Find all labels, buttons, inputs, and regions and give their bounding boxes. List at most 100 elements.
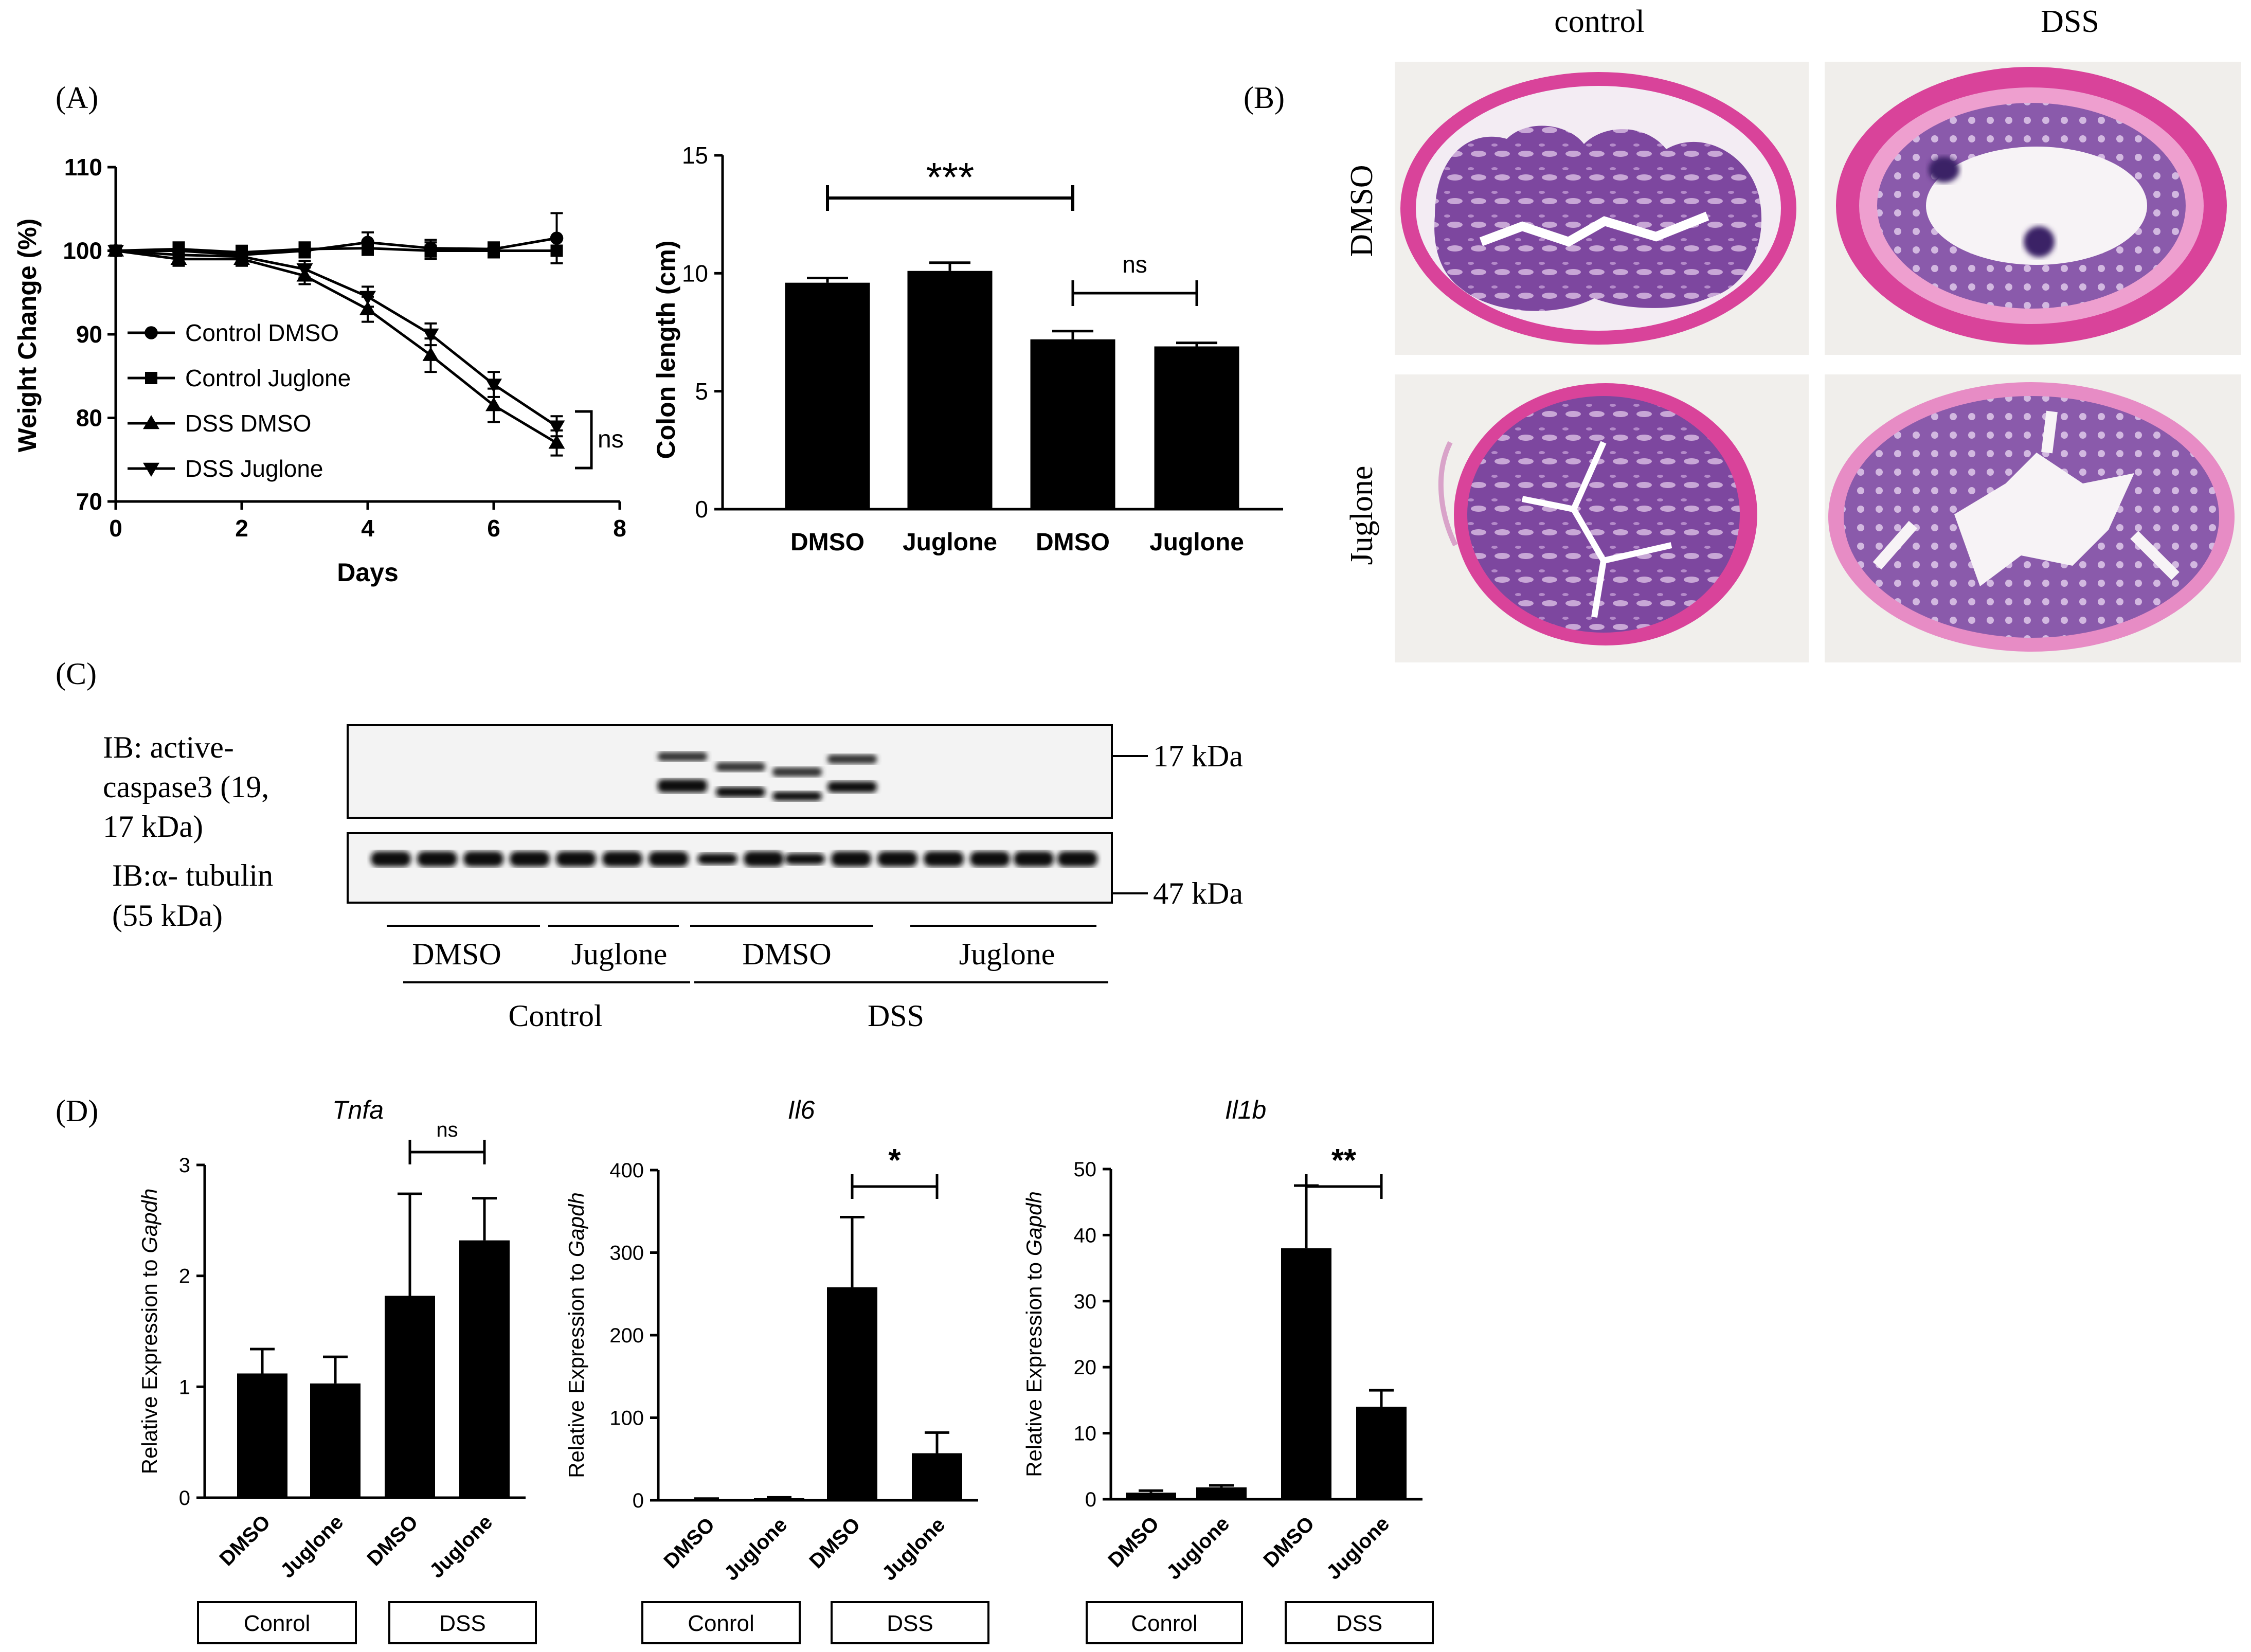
legend-label: DSS DMSO xyxy=(185,410,311,437)
legend-marker xyxy=(143,462,159,477)
qpcr-group-box-control xyxy=(1086,1601,1243,1644)
weight-series-triangle-down xyxy=(107,245,565,438)
blot-group-label-dss-juglone: Juglone xyxy=(959,937,1055,971)
legend-label: DSS Juglone xyxy=(185,455,323,482)
qpcr-il6-category-label: Juglone xyxy=(878,1513,950,1585)
qpcr-il1b-category-label: Juglone xyxy=(1162,1512,1234,1584)
blot-group-lines xyxy=(387,925,1108,983)
weight-change-chart: 0 2 4 6 8 70 80 90 100 110 Control DMSO Control Ju… xyxy=(13,154,626,587)
qpcr-il1b-y-tick-label: 20 xyxy=(1074,1356,1097,1379)
qpcr-tnfa-category-label: DMSO xyxy=(215,1511,275,1570)
colon-sig-label-1: *** xyxy=(926,154,974,200)
qpcr-il6-y-tick-label: 200 xyxy=(609,1324,644,1347)
panel-c-label: (C) xyxy=(56,657,97,691)
legend-label: Control Juglone xyxy=(185,365,351,391)
caspase3-band-upper xyxy=(772,767,822,777)
qpcr-ylabel: Relative Expression to Gapdh xyxy=(137,1189,161,1475)
qpcr-ylabel: Relative Expression to Gapdh xyxy=(564,1192,588,1478)
histology-image-control-juglone xyxy=(1395,374,1809,662)
qpcr-il6-bar xyxy=(754,1498,804,1500)
weight-chart-y-tick-label: 90 xyxy=(76,321,102,348)
tubulin-band xyxy=(371,851,411,867)
tubulin-band xyxy=(785,853,825,865)
qpcr-group-label-dss: DSS xyxy=(439,1611,485,1636)
tubulin-band xyxy=(602,851,642,867)
qpcr-group-label-control: Conrol xyxy=(1131,1611,1198,1636)
tubulin-band xyxy=(697,853,737,865)
weight-series-triangle-up xyxy=(107,242,565,457)
blot2-label-line2: (55 kDa) xyxy=(112,899,223,932)
qpcr-tnfa-y-tick-label: 1 xyxy=(179,1376,190,1398)
weight-chart-ticks: 0 2 4 6 8 70 80 90 100 110 xyxy=(63,154,626,542)
qpcr-il6-bar xyxy=(912,1453,962,1500)
qpcr-ylabel-gene: Gapdh xyxy=(1022,1191,1046,1256)
blot-caspase3 xyxy=(347,724,1113,819)
blot1-label-line1: IB: active- xyxy=(103,730,234,764)
legend-marker xyxy=(145,326,158,339)
caspase3-band-lower xyxy=(658,779,707,793)
qpcr-il6-category-label: DMSO xyxy=(659,1513,719,1573)
qpcr-group-box-dss xyxy=(831,1601,989,1644)
qpcr-il1b-category-label: Juglone xyxy=(1322,1512,1394,1584)
weight-series-point xyxy=(362,242,374,255)
qpcr-il6-y-tick-label: 400 xyxy=(609,1159,644,1182)
colon-chart-category-label: DMSO xyxy=(790,529,865,556)
qpcr-title: Tnfa xyxy=(332,1096,384,1124)
weight-chart-ylabel: Weight Change (%) xyxy=(13,219,42,453)
colon-chart-significance: *** ns xyxy=(826,154,1198,306)
colon-chart-bar xyxy=(785,282,870,509)
blot2-label-line1: IB:α- tubulin xyxy=(112,858,273,892)
tubulin-band xyxy=(1014,851,1054,867)
qpcr-il6-category-label: Juglone xyxy=(720,1513,792,1585)
tubulin-band xyxy=(970,851,1010,867)
blot-super-label-dss: DSS xyxy=(868,999,924,1033)
qpcr-il1b-bar xyxy=(1281,1248,1331,1499)
weight-chart-x-tick-label: 6 xyxy=(487,515,500,542)
blot-tubulin xyxy=(347,832,1113,904)
qpcr-tnfa-bar xyxy=(237,1373,287,1498)
weight-series-point xyxy=(296,263,313,278)
qpcr-group-box-dss xyxy=(388,1601,537,1644)
tubulin-band xyxy=(556,851,596,867)
colon-chart-y-tick-label: 15 xyxy=(682,142,708,169)
qpcr-group-box-control xyxy=(197,1601,357,1644)
colon-chart-bars: DMSO Juglone DMSO Juglone xyxy=(785,261,1244,556)
weight-chart-y-tick-label: 80 xyxy=(76,405,102,432)
weight-chart-x-tick-label: 4 xyxy=(361,515,374,542)
colon-chart-category-label: DMSO xyxy=(1036,529,1110,556)
qpcr-sig-label: * xyxy=(888,1143,901,1178)
qpcr-tnfa-y-tick-label: 2 xyxy=(179,1265,190,1288)
qpcr-group-label-control: Conrol xyxy=(244,1611,311,1636)
weight-series-point xyxy=(485,379,502,393)
legend-entry-square: Control Juglone xyxy=(128,365,351,391)
legend-entry-circle: Control DMSO xyxy=(128,319,339,346)
qpcr-ylabel-prefix: Relative Expression to xyxy=(564,1257,588,1478)
histology-row-label-juglone: Juglone xyxy=(1344,466,1379,565)
blot-super-label-control: Control xyxy=(508,999,602,1033)
panel-b-label: (B) xyxy=(1244,81,1285,115)
weight-chart-y-tick-label: 110 xyxy=(64,154,102,181)
qpcr-group-label-control: Conrol xyxy=(688,1611,754,1636)
tubulin-band xyxy=(924,851,964,867)
panel-d-label: (D) xyxy=(56,1094,98,1128)
marker-17-label: 17 kDa xyxy=(1153,739,1243,773)
qpcr-il6-bar xyxy=(827,1287,877,1500)
blot-group-label-dss-dmso: DMSO xyxy=(742,937,831,971)
tubulin-band xyxy=(510,851,550,867)
weight-series-point xyxy=(298,243,311,256)
weight-series-point xyxy=(170,249,187,263)
weight-series-line xyxy=(115,249,557,427)
weight-series-point xyxy=(488,244,500,257)
caspase3-band-lower xyxy=(827,781,877,793)
colon-chart-y-tick-label: 10 xyxy=(682,260,708,286)
qpcr-group-label-dss: DSS xyxy=(887,1611,933,1636)
weight-chart-y-tick-label: 100 xyxy=(63,238,102,264)
qpcr-tnfa-bar xyxy=(310,1383,361,1498)
qpcr-group-box-control xyxy=(641,1601,801,1644)
